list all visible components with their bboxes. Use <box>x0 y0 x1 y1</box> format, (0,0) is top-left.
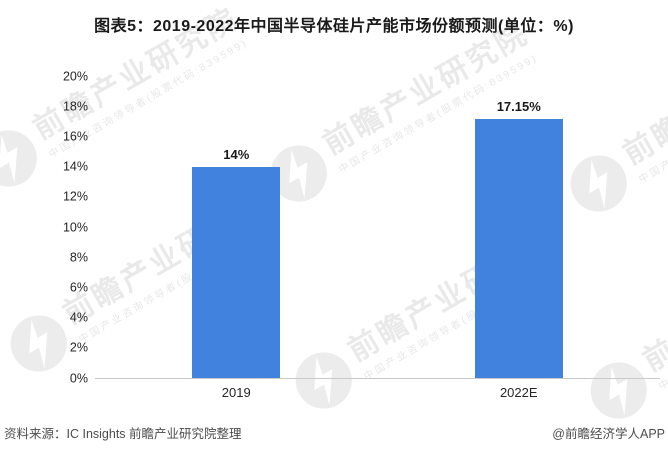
y-tick-label: 16% <box>62 129 88 144</box>
y-tick-label: 14% <box>62 159 88 174</box>
x-tick-label: 2019 <box>221 385 251 400</box>
bar-value-label: 14% <box>223 146 250 162</box>
source-note: 资料来源：IC Insights 前瞻产业研究院整理 <box>4 426 242 441</box>
y-tick-label: 12% <box>62 189 88 204</box>
x-tick-label: 2022E <box>499 385 538 400</box>
y-tick-label: 18% <box>62 98 88 113</box>
y-axis: 0% 2% 4% 6% 8% 10% 12% 14% 16% 18% 20% <box>0 70 88 384</box>
bar-2022E: 17.15% <box>474 100 563 378</box>
y-tick-label: 0% <box>69 370 88 385</box>
y-tick-label: 10% <box>62 219 88 234</box>
y-tick-label: 4% <box>69 310 88 325</box>
y-tick-label: 20% <box>62 68 88 83</box>
bar-2019: 14% <box>192 148 281 378</box>
x-axis: 2019 2022E <box>95 384 660 400</box>
y-tick-label: 6% <box>69 280 88 295</box>
plot-area: 14% 17.15% <box>95 76 660 379</box>
chart-title: 图表5：2019-2022年中国半导体硅片产能市场份额预测(单位：%) <box>94 18 574 35</box>
brand-note: @前瞻经济学人APP <box>552 426 665 441</box>
bar-value-label: 17.15% <box>496 99 541 115</box>
footer: 资料来源：IC Insights 前瞻产业研究院整理 @前瞻经济学人APP <box>0 424 668 444</box>
y-tick-label: 8% <box>69 249 88 264</box>
y-tick-label: 2% <box>69 340 88 355</box>
